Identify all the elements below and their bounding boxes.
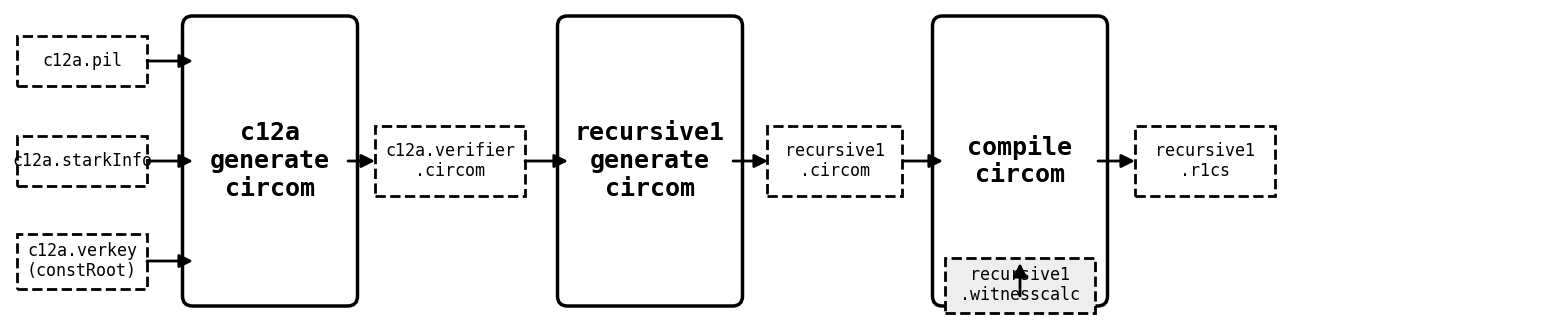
Text: c12a
generate
circom: c12a generate circom xyxy=(211,121,330,201)
Text: recursive1
.circom: recursive1 .circom xyxy=(785,141,884,181)
FancyBboxPatch shape xyxy=(375,126,525,196)
FancyBboxPatch shape xyxy=(767,126,903,196)
FancyBboxPatch shape xyxy=(183,16,358,306)
Text: c12a.pil: c12a.pil xyxy=(42,52,122,70)
Text: recursive1
generate
circom: recursive1 generate circom xyxy=(575,121,725,201)
FancyBboxPatch shape xyxy=(17,36,147,86)
FancyBboxPatch shape xyxy=(17,136,147,186)
Text: compile
circom: compile circom xyxy=(968,135,1072,187)
FancyBboxPatch shape xyxy=(17,234,147,288)
Text: recursive1
.witnesscalc: recursive1 .witnesscalc xyxy=(960,266,1080,304)
FancyBboxPatch shape xyxy=(932,16,1108,306)
Text: c12a.starkInfo: c12a.starkInfo xyxy=(12,152,152,170)
Text: recursive1
.r1cs: recursive1 .r1cs xyxy=(1156,141,1255,181)
FancyBboxPatch shape xyxy=(1135,126,1275,196)
Text: c12a.verifier
.circom: c12a.verifier .circom xyxy=(386,141,514,181)
Text: c12a.verkey
(constRoot): c12a.verkey (constRoot) xyxy=(26,242,136,280)
FancyBboxPatch shape xyxy=(945,257,1095,312)
FancyBboxPatch shape xyxy=(558,16,742,306)
